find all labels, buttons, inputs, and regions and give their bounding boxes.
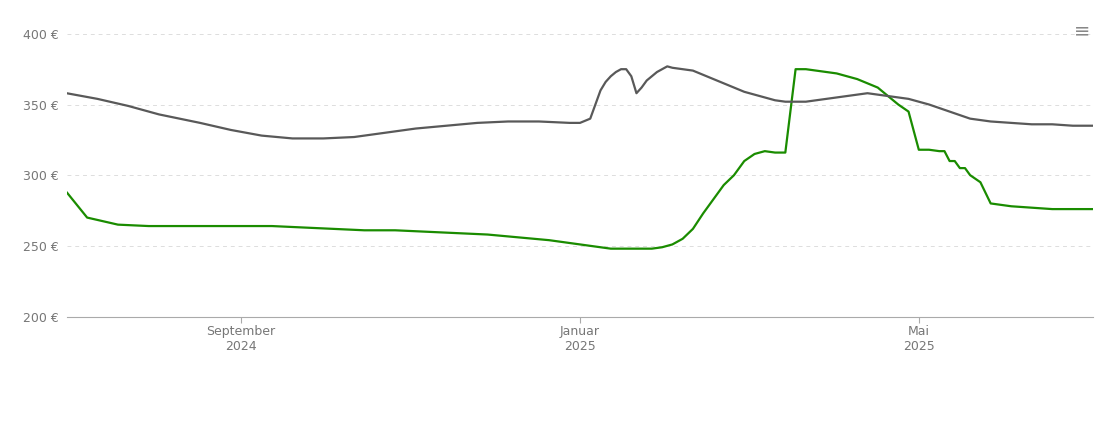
Text: ≡: ≡	[1073, 21, 1090, 40]
Legend: lose Ware, Sackware: lose Ware, Sackware	[463, 420, 697, 422]
